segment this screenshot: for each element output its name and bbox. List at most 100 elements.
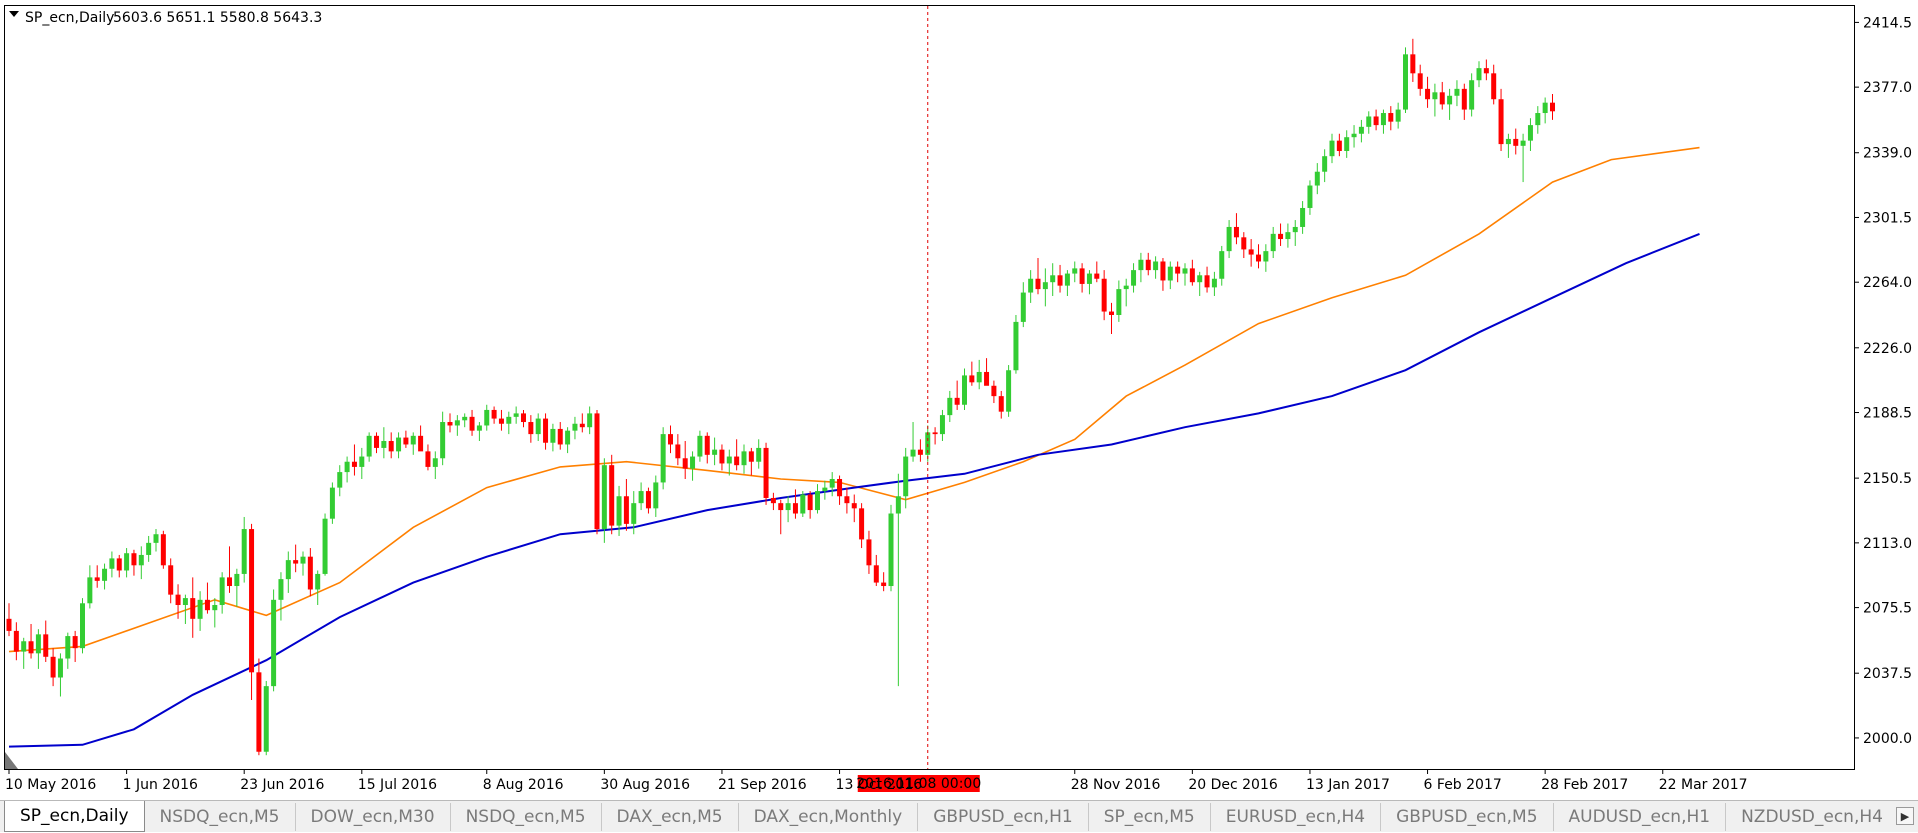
candle bbox=[778, 499, 784, 535]
candle bbox=[1285, 223, 1291, 248]
candle bbox=[146, 535, 152, 562]
candle bbox=[13, 622, 19, 661]
candle bbox=[1329, 133, 1335, 164]
candle bbox=[1322, 149, 1328, 183]
candle bbox=[131, 549, 137, 576]
candle bbox=[1461, 83, 1467, 120]
candle-body bbox=[498, 418, 504, 424]
candle bbox=[829, 472, 835, 497]
candle-body bbox=[712, 449, 718, 455]
tab-sp-ecn-daily[interactable]: SP_ecn,Daily bbox=[4, 801, 145, 832]
candle-body bbox=[35, 634, 41, 654]
candle-body bbox=[521, 413, 526, 423]
candle-body bbox=[1439, 92, 1445, 105]
candle-body bbox=[1300, 207, 1306, 227]
candle-body bbox=[1109, 311, 1114, 315]
tab-audusd-ecn-h1[interactable]: AUDUSD_ecn,H1 bbox=[1554, 803, 1727, 831]
candle bbox=[6, 603, 12, 637]
tab-dow-ecn-m30[interactable]: DOW_ecn,M30 bbox=[296, 803, 451, 831]
candle-body bbox=[1417, 73, 1423, 89]
candle bbox=[1542, 97, 1548, 124]
candle bbox=[396, 432, 402, 459]
candle bbox=[1248, 239, 1254, 267]
candle bbox=[1483, 59, 1489, 81]
candle bbox=[1388, 106, 1394, 131]
x-axis-label: 8 Aug 2016 bbox=[483, 777, 564, 793]
candle bbox=[837, 475, 843, 505]
candle bbox=[690, 451, 696, 481]
candle-body bbox=[528, 422, 534, 435]
candle bbox=[1454, 80, 1460, 107]
candle-body bbox=[1285, 232, 1291, 240]
candle-body bbox=[1505, 138, 1511, 145]
tab-dax-ecn-m5[interactable]: DAX_ecn,M5 bbox=[602, 803, 739, 831]
candle bbox=[212, 598, 218, 628]
candle bbox=[329, 482, 335, 524]
candle-body bbox=[1256, 254, 1261, 262]
tab-nsdq-ecn-m5[interactable]: NSDQ_ecn,M5 bbox=[145, 803, 296, 831]
candle bbox=[344, 456, 350, 483]
candle bbox=[337, 465, 343, 497]
candle-body bbox=[947, 397, 953, 416]
candle bbox=[1153, 256, 1159, 279]
candle-body bbox=[6, 618, 12, 631]
candle bbox=[1086, 270, 1092, 295]
candle bbox=[1513, 128, 1519, 155]
candle-body bbox=[1351, 133, 1357, 138]
tab-gbpusd-ecn-h1[interactable]: GBPUSD_ecn,H1 bbox=[918, 803, 1089, 831]
chart-window[interactable]: 2016.11.08 00:00 2414.5 2377.0 2339.0 2301.… bbox=[0, 0, 1918, 800]
candle bbox=[675, 434, 681, 466]
candle-body bbox=[1182, 268, 1188, 274]
candle bbox=[307, 548, 313, 597]
candle-body bbox=[601, 465, 607, 530]
candle-body bbox=[770, 497, 776, 504]
y-axis-label: 2075.5 bbox=[1863, 601, 1912, 617]
candle bbox=[638, 482, 644, 511]
tab-gbpusd-ecn-m5[interactable]: GBPUSD_ecn,M5 bbox=[1381, 803, 1554, 831]
candle-body bbox=[1204, 275, 1210, 288]
tab-nzdusd-ecn-h4[interactable]: NZDUSD_ecn,H4 bbox=[1726, 803, 1884, 831]
candle bbox=[851, 494, 857, 523]
candle-body bbox=[381, 441, 387, 448]
candle bbox=[712, 437, 718, 466]
candle bbox=[521, 409, 526, 428]
candle-body bbox=[1086, 273, 1092, 284]
candle-body bbox=[1314, 171, 1320, 186]
candle-body bbox=[57, 658, 63, 678]
tab-eurusd-ecn-h4[interactable]: EURUSD_ecn,H4 bbox=[1211, 803, 1382, 831]
candle-body bbox=[1307, 185, 1313, 208]
candle-body bbox=[704, 435, 710, 455]
candle-body bbox=[43, 634, 49, 657]
candle-body bbox=[21, 641, 27, 652]
candle bbox=[697, 430, 703, 462]
candle bbox=[594, 409, 600, 535]
tab-nsdq-ecn-m5[interactable]: NSDQ_ecn,M5 bbox=[451, 803, 602, 831]
candle-body bbox=[1057, 275, 1063, 286]
tab-dax-ecn-monthly[interactable]: DAX_ecn,Monthly bbox=[739, 803, 919, 831]
x-axis-label: 13 Oct 2016 bbox=[836, 777, 923, 793]
candle bbox=[565, 427, 571, 454]
triangle-down-icon[interactable] bbox=[9, 11, 19, 17]
candle bbox=[668, 425, 673, 454]
candle-body bbox=[285, 560, 291, 580]
price-chart[interactable]: 2016.11.08 00:00 2414.5 2377.0 2339.0 2301.… bbox=[0, 0, 1918, 800]
candle bbox=[1476, 61, 1482, 88]
candle-body bbox=[1006, 370, 1012, 412]
candle bbox=[1366, 111, 1372, 134]
candle-body bbox=[1138, 259, 1144, 271]
candle-body bbox=[550, 428, 556, 443]
tab-sp-ecn-m5[interactable]: SP_ecn,M5 bbox=[1089, 803, 1211, 831]
chevron-right-icon[interactable]: ▶ bbox=[1896, 807, 1914, 825]
y-axis-label: 2377.0 bbox=[1863, 80, 1912, 96]
candle bbox=[1145, 252, 1151, 276]
candle bbox=[1035, 258, 1041, 295]
candle bbox=[785, 496, 791, 523]
candle-body bbox=[873, 565, 879, 583]
candle-body bbox=[241, 529, 247, 574]
candle-body bbox=[881, 582, 887, 587]
candle bbox=[1278, 223, 1284, 246]
candle bbox=[410, 432, 416, 455]
candle bbox=[447, 413, 453, 433]
candle bbox=[741, 444, 747, 474]
candle-body bbox=[447, 422, 453, 426]
